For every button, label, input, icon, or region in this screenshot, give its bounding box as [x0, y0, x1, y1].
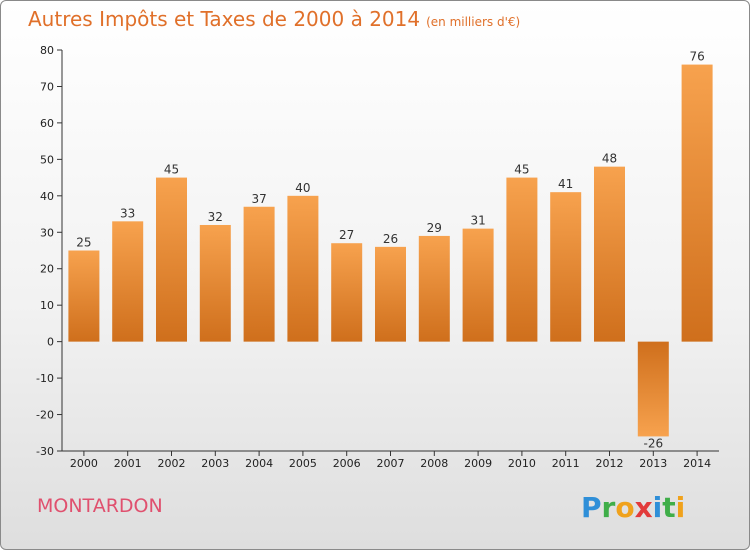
bar-2009	[462, 228, 494, 342]
chart-title-text: Autres Impôts et Taxes de 2000 à 2014	[28, 7, 421, 31]
data-label-2007: 26	[383, 232, 398, 246]
chart-subtitle: (en milliers d'€)	[426, 15, 521, 29]
y-tick-label: 40	[40, 190, 54, 203]
y-tick-label: 80	[40, 44, 54, 57]
bar-2007	[375, 246, 406, 342]
bar-2004	[243, 206, 275, 342]
y-tick-label: 10	[40, 299, 54, 312]
y-tick-label: 30	[40, 226, 54, 239]
y-tick-label: -20	[36, 409, 54, 422]
x-tick-label-2008: 2008	[420, 457, 448, 470]
bar-2014	[681, 64, 713, 342]
y-tick-label: 50	[40, 153, 54, 166]
svg-text:Proxiti: Proxiti	[581, 491, 685, 524]
bar-2008	[418, 235, 450, 342]
data-label-2014: 76	[689, 50, 704, 64]
data-label-2005: 40	[295, 181, 310, 195]
data-label-2004: 37	[251, 192, 266, 206]
data-label-2011: 41	[558, 177, 573, 191]
data-label-2000: 25	[76, 236, 91, 250]
data-label-2012: 48	[602, 152, 617, 166]
data-label-2003: 32	[208, 210, 223, 224]
bar-2003	[199, 224, 231, 342]
x-tick-label-2001: 2001	[114, 457, 142, 470]
data-label-2009: 31	[470, 214, 485, 228]
x-tick-label-2013: 2013	[639, 457, 667, 470]
y-tick-label: 20	[40, 263, 54, 276]
x-tick-label-2006: 2006	[333, 457, 361, 470]
y-tick-label: 60	[40, 117, 54, 130]
data-label-2001: 33	[120, 206, 135, 220]
data-label-2006: 27	[339, 228, 354, 242]
y-tick-label: -10	[36, 372, 54, 385]
x-tick-label-2011: 2011	[552, 457, 580, 470]
y-tick-label: 0	[47, 336, 54, 349]
x-tick-label-2004: 2004	[245, 457, 273, 470]
bar-2002	[156, 177, 187, 342]
x-tick-label-2014: 2014	[683, 457, 711, 470]
data-label-2002: 45	[164, 163, 179, 177]
bar-2001	[112, 221, 144, 342]
data-label-2013: -26	[643, 436, 663, 450]
x-tick-label-2010: 2010	[508, 457, 536, 470]
bar-2012	[594, 166, 625, 342]
x-tick-label-2012: 2012	[596, 457, 624, 470]
x-tick-label-2000: 2000	[70, 457, 98, 470]
x-tick-label-2003: 2003	[201, 457, 229, 470]
x-tick-label-2005: 2005	[289, 457, 317, 470]
bar-2000	[68, 250, 100, 342]
x-tick-label-2009: 2009	[464, 457, 492, 470]
data-label-2010: 45	[514, 163, 529, 177]
bar-2005	[287, 195, 319, 342]
bar-2011	[550, 192, 582, 342]
data-label-2008: 29	[427, 221, 442, 235]
bar-2010	[506, 177, 538, 342]
x-tick-label-2007: 2007	[377, 457, 405, 470]
chart-title: Autres Impôts et Taxes de 2000 à 2014 (en…	[28, 7, 520, 31]
bar-2013	[637, 341, 669, 437]
commune-name: MONTARDON	[37, 495, 163, 517]
y-tick-label: 70	[40, 80, 54, 93]
proxiti-logo: Proxiti	[581, 491, 685, 524]
x-tick-label-2002: 2002	[158, 457, 186, 470]
y-tick-label: -30	[36, 445, 54, 458]
bar-2006	[331, 243, 363, 342]
